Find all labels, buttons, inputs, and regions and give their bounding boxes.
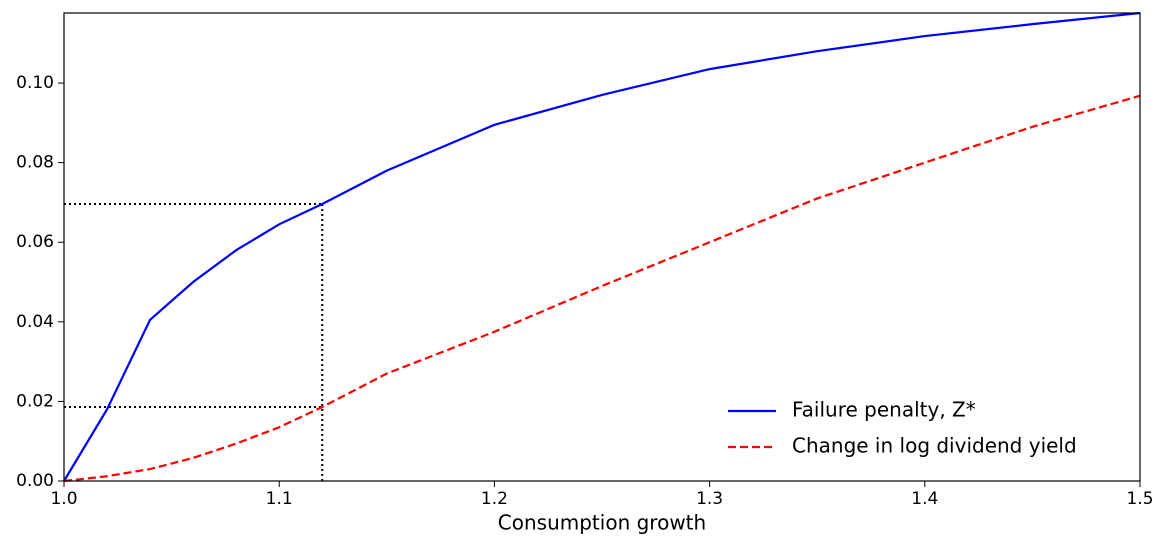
y-tick-label: 0.04 bbox=[16, 312, 54, 332]
y-tick-label: 0.10 bbox=[16, 73, 54, 93]
x-tick-label: 1.5 bbox=[1126, 489, 1153, 509]
x-tick-label: 1.4 bbox=[911, 489, 938, 509]
x-axis-label: Consumption growth bbox=[498, 511, 706, 535]
plot-frame bbox=[63, 12, 1141, 482]
legend-label: Failure penalty, Z* bbox=[792, 398, 976, 422]
y-tick-label: 0.08 bbox=[16, 153, 54, 173]
y-tick-label: 0.00 bbox=[16, 471, 54, 491]
x-tick-label: 1.2 bbox=[481, 489, 508, 509]
legend-label: Change in log dividend yield bbox=[792, 434, 1077, 458]
x-tick-label: 1.1 bbox=[266, 489, 293, 509]
series-line bbox=[63, 94, 1141, 483]
series-line bbox=[63, 11, 1141, 482]
y-tick-label: 0.06 bbox=[16, 232, 54, 252]
x-tick-label: 1.3 bbox=[696, 489, 723, 509]
x-tick-label: 1.0 bbox=[50, 489, 77, 509]
y-tick-label: 0.02 bbox=[16, 391, 54, 411]
